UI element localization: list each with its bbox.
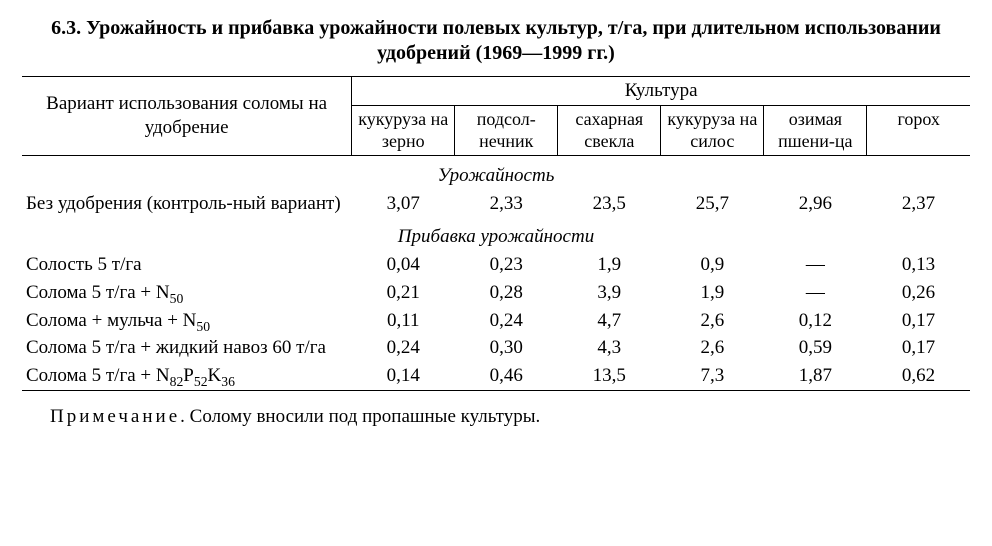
cell: 0,9 <box>661 251 764 279</box>
cell: 2,37 <box>867 190 970 218</box>
cell: 1,9 <box>558 251 661 279</box>
header-crop-0: кукуруза на зерно <box>352 105 455 155</box>
row-r2-label: Солома 5 т/га + N50 <box>22 279 352 307</box>
cell: 0,04 <box>352 251 455 279</box>
cell: 4,3 <box>558 334 661 362</box>
header-row-1: Вариант использования соломы на удобрени… <box>22 77 970 106</box>
row-r4: Солома 5 т/га + жидкий навоз 60 т/га 0,2… <box>22 334 970 362</box>
cell: 0,30 <box>455 334 558 362</box>
row-r1-label: Солость 5 т/га <box>22 251 352 279</box>
note-prefix: Примечание <box>50 406 180 427</box>
cell: 0,62 <box>867 362 970 390</box>
row-r2: Солома 5 т/га + N50 0,21 0,28 3,9 1,9 — … <box>22 279 970 307</box>
cell: 0,46 <box>455 362 558 390</box>
cell: 1,87 <box>764 362 867 390</box>
cell: 0,14 <box>352 362 455 390</box>
cell: — <box>764 279 867 307</box>
table-note: Примечание. Солому вносили под пропашные… <box>22 405 970 429</box>
cell: 0,12 <box>764 307 867 335</box>
cell: 2,6 <box>661 334 764 362</box>
cell: 0,24 <box>455 307 558 335</box>
cell: 0,17 <box>867 307 970 335</box>
cell: 0,23 <box>455 251 558 279</box>
header-variant: Вариант использования соломы на удобрени… <box>22 77 352 156</box>
cell: 2,6 <box>661 307 764 335</box>
cell: 7,3 <box>661 362 764 390</box>
cell: 3,9 <box>558 279 661 307</box>
cell: — <box>764 251 867 279</box>
cell: 3,07 <box>352 190 455 218</box>
row-control: Без удобрения (контроль-ный вариант) 3,0… <box>22 190 970 218</box>
row-r5-label: Солома 5 т/га + N82P52K36 <box>22 362 352 390</box>
cell: 0,26 <box>867 279 970 307</box>
header-crop-3: кукуруза на силос <box>661 105 764 155</box>
row-r4-label: Солома 5 т/га + жидкий навоз 60 т/га <box>22 334 352 362</box>
cell: 4,7 <box>558 307 661 335</box>
cell: 0,11 <box>352 307 455 335</box>
row-r5: Солома 5 т/га + N82P52K36 0,14 0,46 13,5… <box>22 362 970 390</box>
cell: 2,96 <box>764 190 867 218</box>
row-r3-label: Солома + мульча + N50 <box>22 307 352 335</box>
data-table: Вариант использования соломы на удобрени… <box>22 76 970 391</box>
row-control-label: Без удобрения (контроль-ный вариант) <box>22 190 352 218</box>
note-text: . Солому вносили под пропашные культуры. <box>180 406 540 427</box>
cell: 0,24 <box>352 334 455 362</box>
cell: 23,5 <box>558 190 661 218</box>
cell: 2,33 <box>455 190 558 218</box>
section-gain-label: Прибавка урожайности <box>22 217 970 251</box>
cell: 0,13 <box>867 251 970 279</box>
cell: 25,7 <box>661 190 764 218</box>
cell: 0,21 <box>352 279 455 307</box>
header-culture-group: Культура <box>352 77 970 106</box>
section-gain: Прибавка урожайности <box>22 217 970 251</box>
cell: 13,5 <box>558 362 661 390</box>
cell: 0,59 <box>764 334 867 362</box>
header-crop-1: подсол-нечник <box>455 105 558 155</box>
section-yield: Урожайность <box>22 155 970 189</box>
row-r3: Солома + мульча + N50 0,11 0,24 4,7 2,6 … <box>22 307 970 335</box>
cell: 0,28 <box>455 279 558 307</box>
cell: 0,17 <box>867 334 970 362</box>
row-r1: Солость 5 т/га 0,04 0,23 1,9 0,9 — 0,13 <box>22 251 970 279</box>
cell: 1,9 <box>661 279 764 307</box>
section-yield-label: Урожайность <box>22 155 970 189</box>
table-title: 6.3. Урожайность и прибавка урожайности … <box>22 16 970 66</box>
header-crop-4: озимая пшени-ца <box>764 105 867 155</box>
header-crop-5: горох <box>867 105 970 155</box>
header-crop-2: сахарная свекла <box>558 105 661 155</box>
